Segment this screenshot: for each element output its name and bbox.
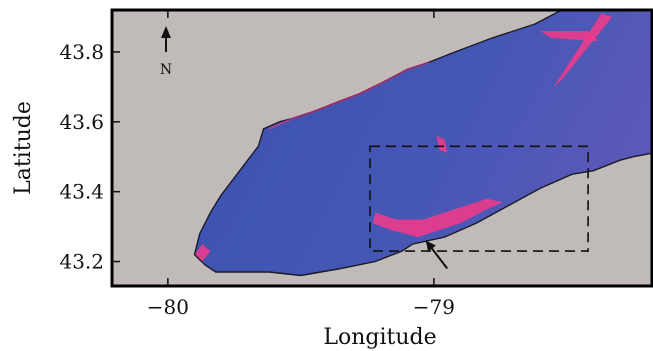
patch-northeast-streak xyxy=(553,13,613,87)
x-axis-title: Longitude xyxy=(323,325,436,350)
y-tick-label: 43.8 xyxy=(59,40,104,64)
shoreline-fringe-segment xyxy=(268,61,429,130)
shoreline xyxy=(193,10,652,277)
x-tick-label: −79 xyxy=(413,295,455,319)
y-tick-label: 43.6 xyxy=(59,110,104,134)
study-area-box xyxy=(369,145,589,252)
annotation-arrow xyxy=(425,239,448,270)
map-layer xyxy=(193,10,652,277)
x-axis: −80 −79 xyxy=(147,10,455,319)
north-arrow-head xyxy=(161,26,171,38)
patch-box-spot xyxy=(436,135,448,154)
north-label: N xyxy=(160,62,172,78)
patch-hamilton-corner xyxy=(194,244,211,262)
high-value-patches xyxy=(194,13,613,262)
lake-water xyxy=(194,10,652,276)
y-axis: 43.8 43.6 43.4 43.2 xyxy=(59,40,120,274)
shoreline-fringe xyxy=(268,61,429,130)
plot-frame xyxy=(110,8,653,288)
y-axis-title: Latitude xyxy=(11,101,36,195)
y-tick-label: 43.4 xyxy=(59,180,104,204)
north-arrow: N xyxy=(160,26,172,78)
y-tick-label: 43.2 xyxy=(59,250,104,274)
patch-north-shore-upper xyxy=(540,31,599,42)
x-tick-label: −80 xyxy=(147,295,189,319)
patch-south-shore-plume xyxy=(372,198,503,238)
